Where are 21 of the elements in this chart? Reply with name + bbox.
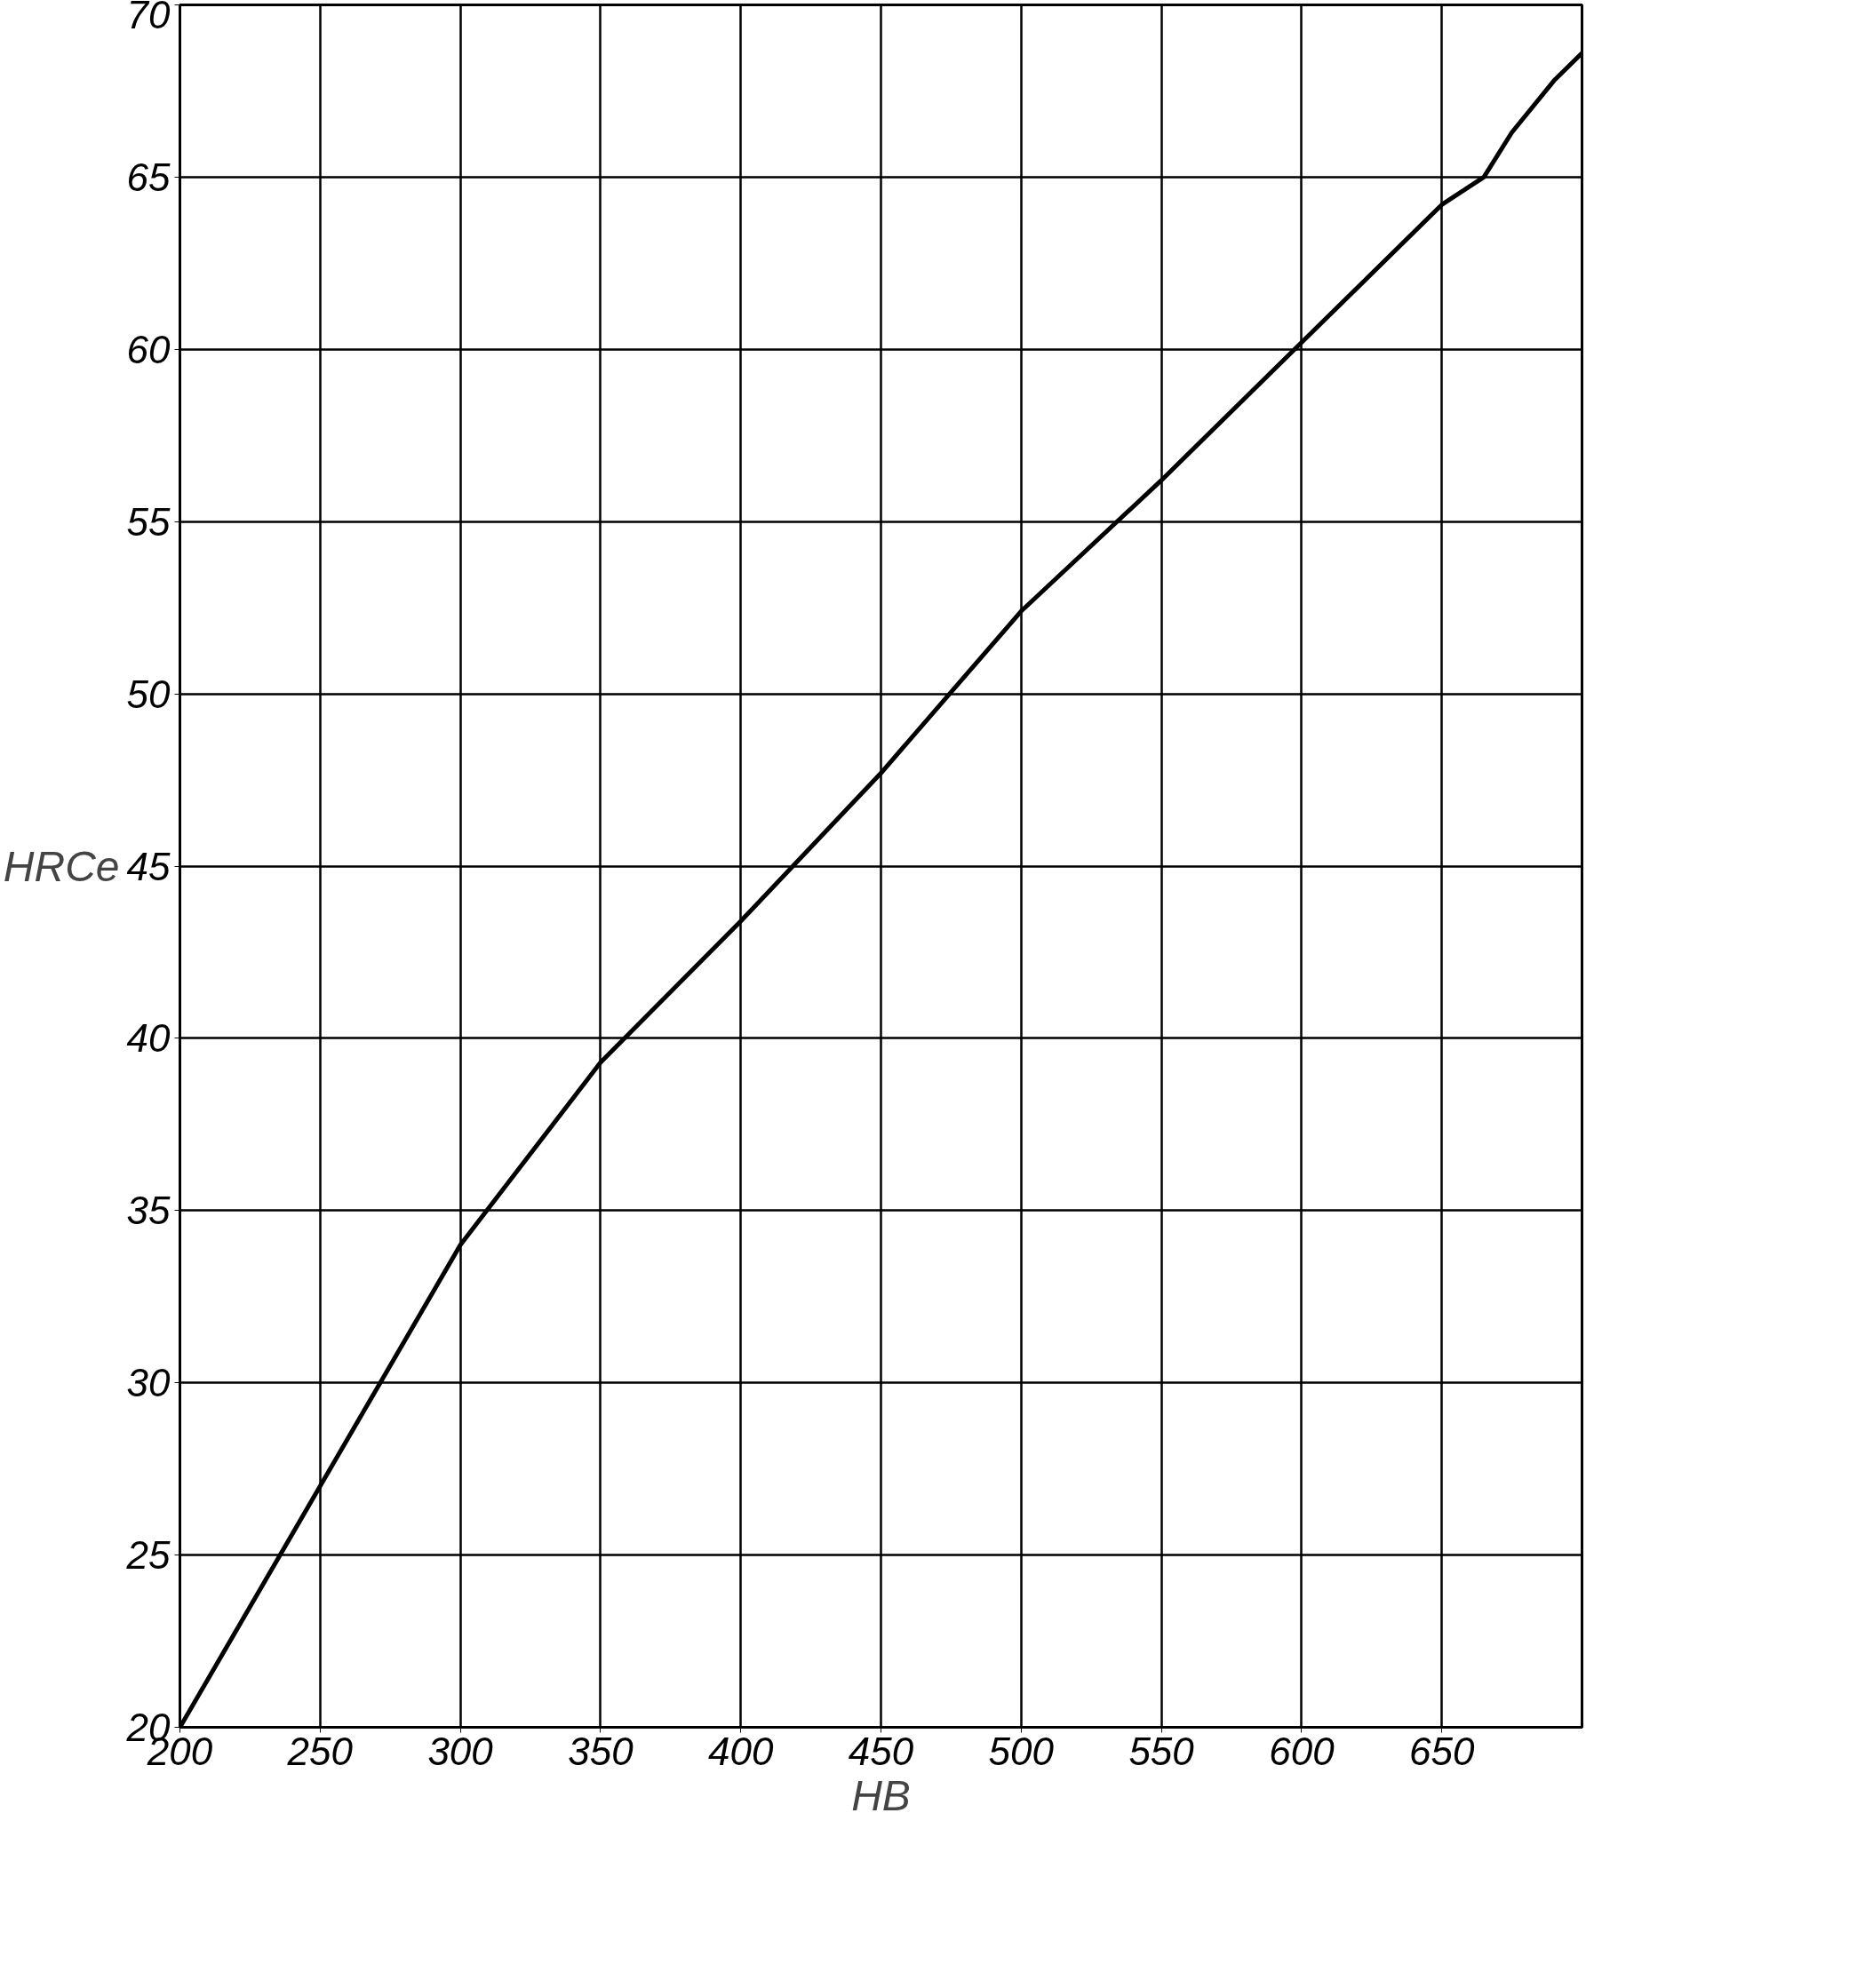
y-tick-label: 65	[126, 155, 171, 199]
x-tick-label: 450	[848, 1729, 914, 1773]
y-tick-label: 60	[126, 327, 171, 371]
x-axis-title: HB	[851, 1771, 911, 1819]
y-tick-label: 35	[126, 1189, 171, 1233]
y-axis-title: HRCe	[3, 842, 120, 890]
x-tick-label: 600	[1269, 1729, 1335, 1773]
y-tick-label: 25	[125, 1533, 171, 1578]
x-tick-label: 350	[568, 1729, 634, 1773]
x-tick-label: 500	[988, 1729, 1055, 1773]
x-tick-label: 250	[286, 1729, 354, 1773]
x-tick-label: 400	[707, 1729, 774, 1773]
y-tick-label: 55	[126, 499, 171, 544]
y-tick-label: 70	[126, 0, 171, 36]
y-tick-label: 30	[126, 1361, 171, 1405]
x-tick-label: 650	[1408, 1729, 1475, 1773]
y-tick-label: 50	[126, 672, 171, 716]
x-tick-label: 550	[1128, 1729, 1195, 1773]
x-tick-label: 300	[427, 1729, 494, 1773]
y-tick-label: 40	[126, 1016, 171, 1061]
y-tick-label: 45	[126, 844, 171, 888]
